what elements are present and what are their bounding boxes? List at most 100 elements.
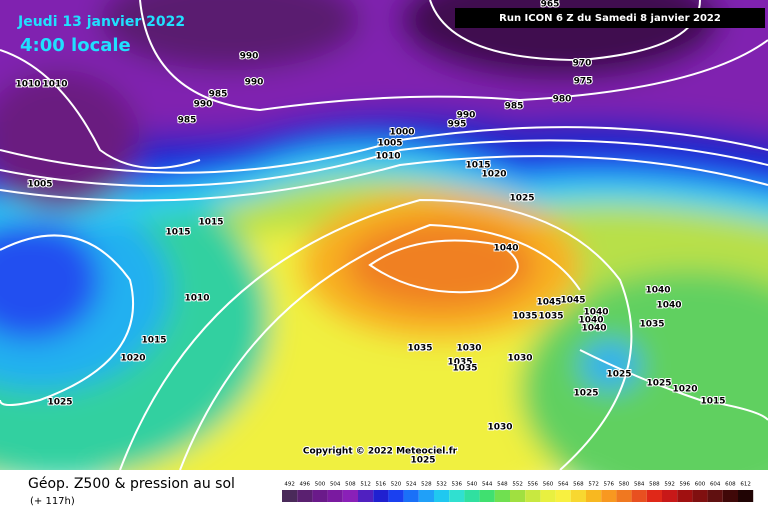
- isobar-label: 975: [574, 77, 593, 87]
- isobar-label: 1035: [512, 312, 537, 322]
- scale-label: 596: [680, 482, 691, 488]
- scale-label: 600: [695, 482, 706, 488]
- copyright: Copyright © 2022 Meteociel.fr: [303, 447, 458, 457]
- isobar-label: 990: [245, 78, 264, 88]
- scale-label: 528: [421, 482, 432, 488]
- isobar-label: 1015: [141, 336, 166, 346]
- isobar-label: 985: [209, 90, 228, 100]
- scale-label: 572: [588, 482, 599, 488]
- lead-time: (+ 117h): [30, 496, 75, 507]
- scale-swatch: [464, 490, 480, 502]
- scale-swatch: [540, 490, 556, 502]
- scale-label: 584: [634, 482, 645, 488]
- isobar-label: 1025: [573, 389, 598, 399]
- scale-swatch: [738, 490, 754, 502]
- scale-label: 508: [345, 482, 356, 488]
- isobar-label: 1020: [120, 354, 145, 364]
- isobar-label: 995: [448, 120, 467, 130]
- isobar-label: 1045: [560, 296, 585, 306]
- isobar-label: 1035: [407, 344, 432, 354]
- scale-swatch: [646, 490, 662, 502]
- isobar-label: 980: [553, 95, 572, 105]
- isobar-label: 1030: [487, 423, 512, 433]
- isobar-label: 1035: [452, 364, 477, 374]
- isobar-label: 965: [541, 0, 560, 10]
- scale-swatch: [373, 490, 389, 502]
- isobar-label: 990: [194, 100, 213, 110]
- scale-swatch: [403, 490, 419, 502]
- run-box: [455, 8, 765, 28]
- scale-swatch: [677, 490, 693, 502]
- isobar-label: 1010: [15, 80, 40, 90]
- scale-label: 556: [528, 482, 539, 488]
- scale-label: 544: [482, 482, 493, 488]
- isobar-label: 1040: [583, 308, 608, 318]
- scale-label: 492: [284, 482, 295, 488]
- scale-label: 576: [604, 482, 615, 488]
- scale-swatch: [342, 490, 358, 502]
- isobar-label: 1025: [509, 194, 534, 204]
- footer-title: Géop. Z500 & pression au sol: [28, 476, 235, 492]
- isobar-label: 1015: [700, 397, 725, 407]
- scale-swatch: [662, 490, 678, 502]
- scale-swatch: [358, 490, 374, 502]
- scale-label: 532: [436, 482, 447, 488]
- isobar-label: 990: [240, 52, 259, 62]
- isobar-label: 1015: [165, 228, 190, 238]
- scale-label: 564: [558, 482, 569, 488]
- isobar-label: 990: [457, 111, 476, 121]
- scale-swatch: [525, 490, 541, 502]
- isobar-label: 1005: [27, 180, 52, 190]
- isobar-label: 1040: [656, 301, 681, 311]
- isobar-label: 985: [505, 102, 524, 112]
- isobar-label: 1010: [42, 80, 67, 90]
- isobar-label: 1020: [672, 385, 697, 395]
- scale-swatch: [616, 490, 632, 502]
- scale-label: 540: [467, 482, 478, 488]
- scale-swatch: [631, 490, 647, 502]
- isobar-label: 1040: [581, 324, 606, 334]
- isobar-label: 1035: [447, 358, 472, 368]
- isobar-label: 1025: [606, 370, 631, 380]
- scale-swatch: [586, 490, 602, 502]
- isobar-label: 1040: [578, 316, 603, 326]
- isobar-label: 1015: [198, 218, 223, 228]
- isobar-label: 1000: [389, 128, 414, 138]
- isobar-label: 1010: [375, 152, 400, 162]
- scale-label: 592: [664, 482, 675, 488]
- isobars: [0, 0, 768, 470]
- scale-swatch: [327, 490, 343, 502]
- isobar-label: 1040: [493, 244, 518, 254]
- scale-label: 504: [330, 482, 341, 488]
- isobar-label: 1020: [481, 170, 506, 180]
- scale-label: 516: [376, 482, 387, 488]
- scale-swatch: [282, 490, 298, 502]
- scale-swatch: [449, 490, 465, 502]
- scale-label: 520: [391, 482, 402, 488]
- scale-label: 552: [512, 482, 523, 488]
- scale-swatch: [601, 490, 617, 502]
- scale-swatch: [418, 490, 434, 502]
- isobar-label: 1030: [507, 354, 532, 364]
- isobar-label: 1040: [645, 286, 670, 296]
- scale-swatch: [479, 490, 495, 502]
- scale-label: 604: [710, 482, 721, 488]
- scale-label: 588: [649, 482, 660, 488]
- isobar-label: 1035: [639, 320, 664, 330]
- isobar-label: 985: [178, 116, 197, 126]
- scale-swatch: [510, 490, 526, 502]
- isobar-label: 1015: [465, 161, 490, 171]
- scale-label: 496: [300, 482, 311, 488]
- isobar-label: 1025: [646, 379, 671, 389]
- isobar-label: 970: [573, 59, 592, 69]
- scale-label: 536: [452, 482, 463, 488]
- scale-swatch: [570, 490, 586, 502]
- scale-swatch: [312, 490, 328, 502]
- isobar-label: 1005: [377, 139, 402, 149]
- scale-swatch: [692, 490, 708, 502]
- scale-swatch: [722, 490, 738, 502]
- scale-label: 568: [573, 482, 584, 488]
- isobar-label: 1025: [410, 456, 435, 466]
